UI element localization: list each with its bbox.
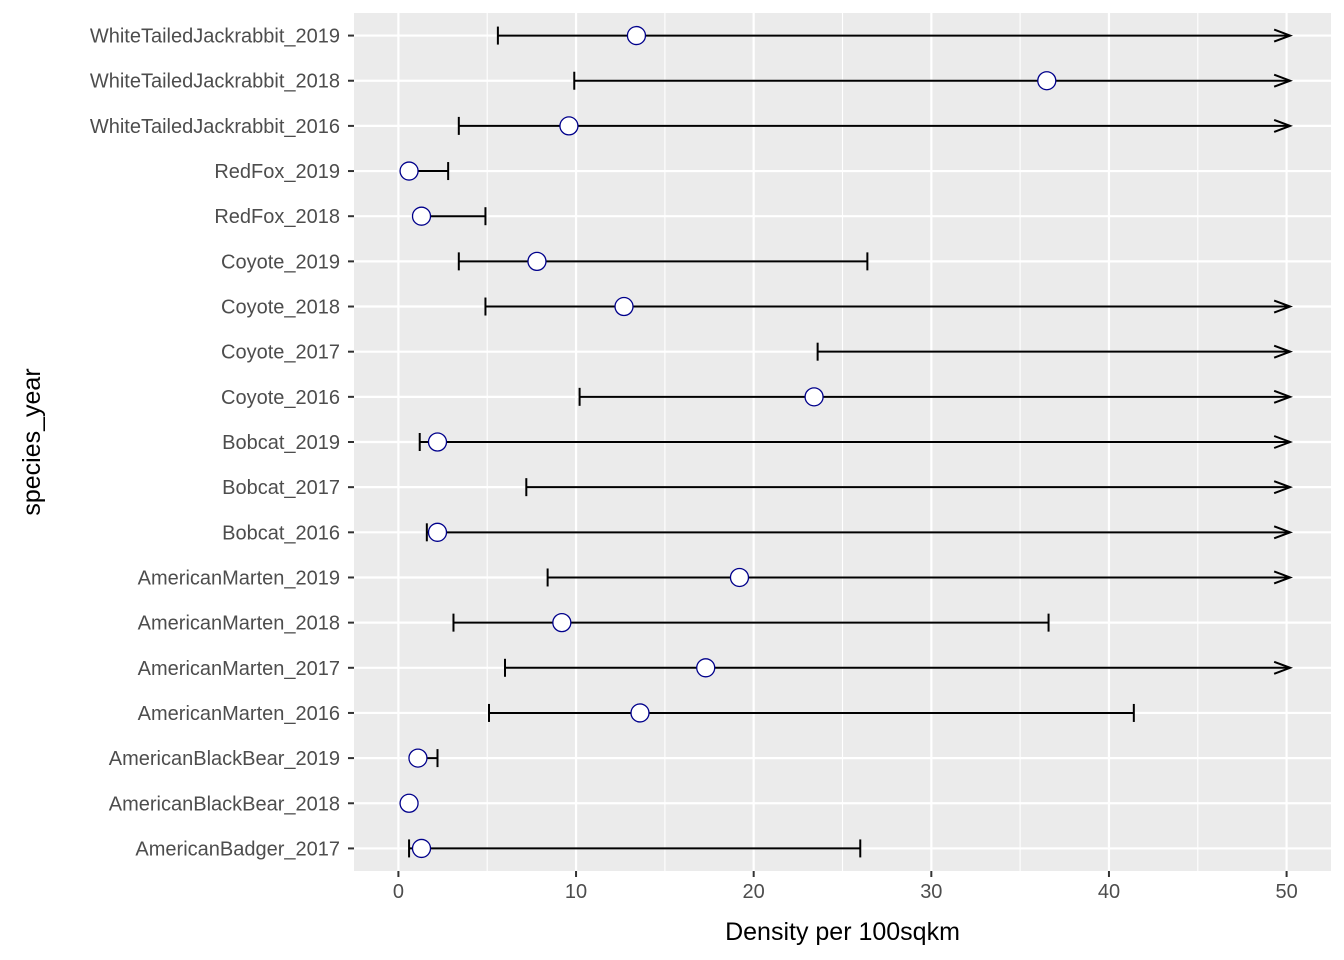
estimate-point — [408, 748, 428, 768]
x-tick-label: 40 — [1098, 881, 1120, 903]
y-tick-label: Coyote_2019 — [221, 251, 340, 273]
estimate-point — [729, 567, 750, 588]
estimate-point — [399, 793, 419, 813]
estimate-point — [399, 161, 419, 181]
estimate-point — [614, 296, 634, 317]
interval-upper-arrow — [1273, 344, 1293, 359]
interval-upper-arrow — [1273, 660, 1293, 675]
interval-upper-arrow — [1273, 73, 1293, 88]
estimate-point — [427, 522, 448, 542]
x-tick-label: 20 — [743, 881, 765, 903]
estimate-point — [411, 838, 432, 859]
y-tick-label: Bobcat_2016 — [222, 522, 340, 544]
interval-upper-arrow — [1273, 570, 1293, 585]
estimate-point — [427, 432, 448, 452]
estimate-point — [1037, 71, 1057, 91]
y-tick-label: AmericanBadger_2017 — [135, 838, 340, 860]
y-tick-label: WhiteTailedJackrabbit_2019 — [90, 26, 340, 48]
y-tick-label: Bobcat_2017 — [222, 477, 340, 499]
y-tick-label: WhiteTailedJackrabbit_2016 — [90, 116, 340, 138]
x-tick-label: 30 — [920, 881, 942, 903]
interval-upper-arrow — [1273, 435, 1293, 449]
y-tick-label: Coyote_2018 — [221, 297, 340, 319]
interval-upper-arrow — [1273, 299, 1293, 314]
point-layer — [399, 25, 1057, 859]
y-tick-label: Coyote_2017 — [221, 342, 340, 364]
interval-upper-arrow — [1273, 118, 1293, 133]
x-tick-label: 50 — [1275, 881, 1297, 903]
interval-upper-arrow — [1273, 480, 1293, 495]
y-tick-label: AmericanMarten_2017 — [138, 658, 340, 680]
estimate-point — [559, 116, 579, 136]
x-tick-label: 10 — [565, 881, 587, 903]
y-tick-label: Bobcat_2019 — [222, 432, 340, 454]
y-axis-title: species_year — [18, 368, 46, 515]
y-tick-label: Coyote_2016 — [221, 387, 340, 409]
y-tick-label: RedFox_2018 — [214, 206, 340, 228]
estimate-point — [552, 612, 572, 633]
y-tick-label: AmericanBlackBear_2019 — [109, 748, 340, 770]
estimate-point — [630, 703, 650, 723]
estimate-point — [804, 387, 824, 407]
axis-layer: 0 10 20 30 40 50 AmericanBadger_2017 AmericanBl… — [90, 26, 1298, 903]
estimate-point — [626, 25, 647, 46]
estimate-point — [696, 658, 716, 678]
interval-upper-arrow — [1273, 28, 1293, 43]
interval-layer — [406, 26, 1293, 858]
estimate-point — [527, 251, 547, 272]
y-tick-label: AmericanBlackBear_2018 — [109, 793, 340, 815]
estimate-point — [411, 206, 432, 226]
x-tick-label: 0 — [393, 881, 404, 903]
y-tick-label: RedFox_2019 — [214, 161, 340, 183]
x-axis-title: Density per 100sqkm — [725, 918, 960, 946]
y-tick-label: AmericanMarten_2018 — [138, 613, 340, 635]
y-tick-label: AmericanMarten_2016 — [138, 703, 340, 725]
interval-upper-arrow — [1273, 389, 1293, 404]
y-tick-label: WhiteTailedJackrabbit_2018 — [90, 71, 340, 93]
y-tick-label: AmericanMarten_2019 — [138, 567, 340, 589]
interval-upper-arrow — [1273, 525, 1293, 540]
